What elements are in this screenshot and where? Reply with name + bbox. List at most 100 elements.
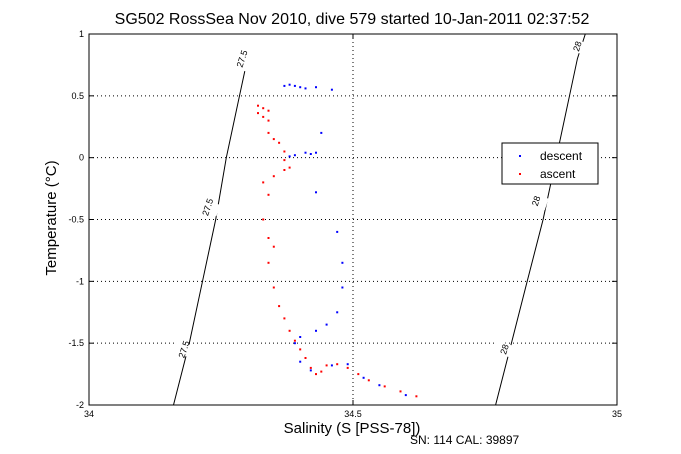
ascent-point (283, 169, 286, 171)
ascent-point (315, 373, 317, 376)
descent-point (299, 86, 302, 89)
legend-box (501, 142, 599, 185)
descent-point (320, 131, 323, 134)
ascent-point (304, 357, 307, 359)
contour-label-background (565, 37, 590, 56)
ascent-point (267, 193, 270, 196)
ascent-point (309, 366, 312, 369)
contour-label-28: 28 (498, 343, 511, 356)
ascent-point (367, 379, 370, 382)
density-contour-28 (495, 34, 586, 405)
y-tick-label: -1 (76, 276, 84, 286)
ascent-point (299, 348, 302, 351)
ascent-point (283, 150, 286, 153)
ascent-point (267, 109, 270, 112)
ascent-point (293, 339, 296, 342)
ascent-point (272, 138, 275, 141)
ascent-point (415, 395, 418, 398)
descent-point (336, 230, 339, 233)
descent-point (330, 364, 333, 367)
ascent-point (325, 364, 328, 367)
descent-point (309, 369, 312, 372)
descent-point (336, 311, 339, 314)
ascent-point (267, 119, 270, 122)
ascent-point (320, 370, 323, 373)
ascent-point (272, 286, 275, 289)
contour-label-background (171, 340, 197, 359)
y-tick-label: 1 (79, 29, 84, 39)
contour-label-background (195, 198, 221, 217)
ascent-point (283, 159, 286, 162)
legend-marker-ascent (519, 173, 521, 175)
ascent-point (399, 390, 402, 393)
ascent-point (262, 115, 265, 118)
descent-point (283, 84, 286, 87)
descent-point (309, 153, 312, 155)
descent-point (346, 363, 349, 366)
descent-point (315, 191, 317, 194)
legend-marker-descent (519, 155, 521, 157)
ascent-point (278, 305, 281, 308)
descent-point (404, 394, 407, 397)
x-tick-label: 35 (612, 409, 622, 419)
descent-point (325, 323, 328, 326)
ascent-point (262, 107, 265, 110)
ascent-point (267, 237, 270, 239)
y-tick-label: -0.5 (68, 215, 84, 225)
ascent-point (267, 131, 270, 134)
descent-point (362, 376, 365, 379)
descent-point (341, 286, 344, 289)
descent-point (299, 360, 302, 363)
contour-label-background (523, 191, 549, 211)
ascent-point (272, 175, 275, 178)
ascent-point (288, 166, 291, 169)
ascent-point (262, 181, 265, 184)
chart-title: SG502 RossSea Nov 2010, dive 579 started… (115, 11, 590, 28)
ascent-point (283, 317, 286, 320)
legend-label-descent: descent (540, 149, 583, 163)
descent-point (293, 84, 296, 87)
descent-point (341, 261, 344, 264)
ascent-point (257, 112, 259, 115)
contour-label-background (492, 340, 517, 359)
contour-label-28: 28 (530, 195, 543, 208)
x-tick-label: 34.5 (344, 409, 362, 419)
ascent-point (357, 373, 360, 376)
descent-point (315, 329, 317, 332)
descent-point (288, 155, 291, 158)
contour-label-28: 28 (571, 40, 584, 53)
descent-point (330, 88, 333, 91)
descent-point (299, 336, 302, 338)
density-contour-27.5 (173, 70, 246, 405)
legend: descent ascent (501, 142, 599, 185)
ascent-point (267, 261, 270, 264)
descent-point (288, 83, 291, 86)
legend-label-ascent: ascent (540, 167, 576, 181)
x-tick-label: 34 (84, 409, 94, 419)
ascent-point (278, 141, 281, 144)
ascent-point (288, 329, 291, 332)
serial-calibration-footer: SN: 114 CAL: 39897 (410, 433, 520, 447)
y-tick-label: 0 (79, 153, 84, 163)
contour-label-background (229, 49, 255, 68)
descent-point (315, 151, 317, 154)
descent-point (304, 151, 307, 154)
x-axis-label: Salinity (S [PSS-78]) (284, 420, 421, 437)
ascent-point (257, 104, 259, 107)
y-tick-label: -1.5 (68, 338, 84, 348)
descent-point (315, 86, 317, 89)
ascent-point (262, 218, 265, 221)
descent-point (293, 154, 296, 157)
ascent-point (383, 385, 386, 388)
ascent-point (336, 363, 339, 366)
descent-point (378, 384, 381, 387)
y-tick-label: -2 (76, 400, 84, 410)
y-axis-label: Temperature (°C) (43, 160, 60, 275)
ascent-point (272, 245, 275, 248)
descent-point (304, 87, 307, 90)
y-tick-label: 0.5 (71, 91, 84, 101)
descent-point (293, 342, 296, 345)
